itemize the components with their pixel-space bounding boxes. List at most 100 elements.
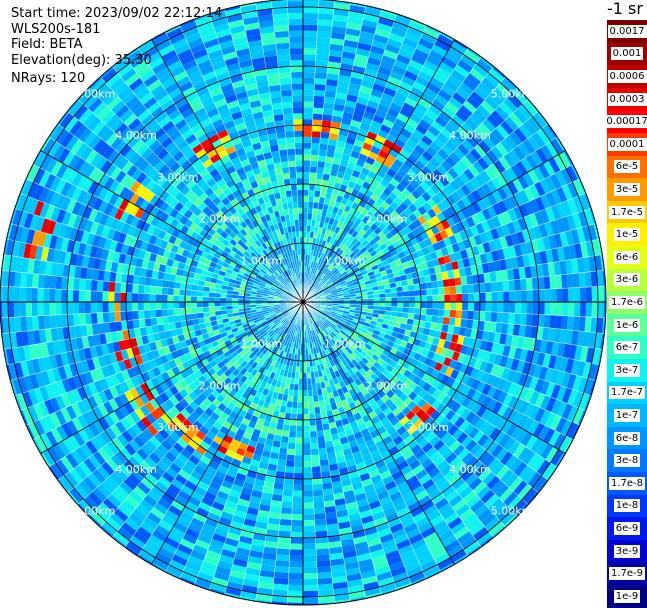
backscatter-cell [193,396,203,407]
backscatter-cell [322,246,327,254]
backscatter-cell [252,283,259,288]
backscatter-cell [503,152,516,167]
backscatter-cell [404,560,421,572]
backscatter-cell [454,251,463,261]
backscatter-cell [257,325,264,331]
backscatter-cell [134,327,142,338]
backscatter-cell [268,511,281,520]
backscatter-cell [379,353,388,361]
backscatter-cell [311,466,321,473]
backscatter-cell [38,186,50,203]
backscatter-cell [232,294,239,299]
backscatter-cell [303,95,314,102]
backscatter-cell [334,254,341,261]
backscatter-cell [403,420,414,431]
backscatter-cell [296,413,303,420]
backscatter-cell [8,224,19,241]
backscatter-cell [365,156,376,166]
backscatter-cell [584,271,592,288]
backscatter-cell [386,168,397,178]
backscatter-cell [465,411,477,424]
backscatter-cell [455,481,469,495]
backscatter-cell [170,266,178,275]
backscatter-cell [320,266,326,273]
backscatter-cell [2,270,10,287]
backscatter-cell [550,302,557,316]
backscatter-cell [565,165,578,182]
backscatter-cell [165,378,175,389]
backscatter-cell [451,213,461,225]
backscatter-cell [22,391,34,408]
backscatter-cell [266,408,274,416]
backscatter-cell [331,115,343,124]
backscatter-cell [75,361,85,375]
backscatter-cell [246,315,253,321]
backscatter-cell [602,270,606,287]
backscatter-cell [422,327,430,336]
backscatter-cell [214,292,221,298]
backscatter-cell [509,302,516,314]
backscatter-cell [396,13,412,22]
backscatter-cell [314,78,327,85]
backscatter-cell [16,194,28,211]
backscatter-cell [427,385,437,396]
backscatter-cell [413,543,429,556]
backscatter-cell [399,107,413,119]
backscatter-cell [347,316,354,321]
backscatter-cell [537,314,545,328]
backscatter-cell [484,516,501,532]
backscatter-cell [503,97,518,113]
backscatter-cell [399,445,411,456]
backscatter-cell [348,345,356,353]
backscatter-cell [528,213,539,228]
backscatter-cell [274,308,281,312]
backscatter-cell [279,447,288,455]
backscatter-cell [173,357,183,367]
backscatter-cell [391,496,405,507]
backscatter-cell [418,354,427,364]
backscatter-cell [353,412,362,421]
backscatter-cell [360,256,368,264]
backscatter-cell [203,316,211,323]
backscatter-cell [335,363,342,371]
backscatter-cell [306,237,310,244]
backscatter-cell [212,421,223,431]
backscatter-cell [255,599,272,604]
backscatter-cell [109,386,119,399]
backscatter-cell [435,249,444,259]
backscatter-cell [303,201,309,208]
backscatter-cell [40,452,51,467]
backscatter-cell [33,419,46,436]
backscatter-cell [303,130,312,137]
backscatter-cell [373,174,384,184]
backscatter-cell [356,275,364,281]
backscatter-cell [238,535,253,545]
backscatter-cell [254,364,262,372]
backscatter-cell [303,490,314,497]
backscatter-cell [303,36,317,43]
backscatter-cell [450,521,466,535]
backscatter-cell [407,169,418,180]
backscatter-cell [532,166,545,182]
backscatter-cell [39,202,50,219]
backscatter-cell [513,384,524,398]
backscatter-cell [466,192,477,205]
backscatter-cell [283,478,294,485]
backscatter-cell [347,269,355,276]
backscatter-cell [268,457,279,466]
backscatter-cell [101,365,111,379]
backscatter-cell [303,573,318,580]
backscatter-cell [258,327,265,334]
backscatter-cell [395,182,406,193]
backscatter-cell [339,527,353,536]
backscatter-cell [436,557,454,571]
backscatter-cell [335,272,342,278]
backscatter-cell [238,340,246,348]
backscatter-cell [268,403,276,411]
backscatter-cell [474,173,487,187]
backscatter-cell [313,275,318,282]
backscatter-cell [342,447,353,456]
backscatter-cell [187,325,195,333]
backscatter-cell [328,175,337,183]
backscatter-cell [478,467,492,482]
